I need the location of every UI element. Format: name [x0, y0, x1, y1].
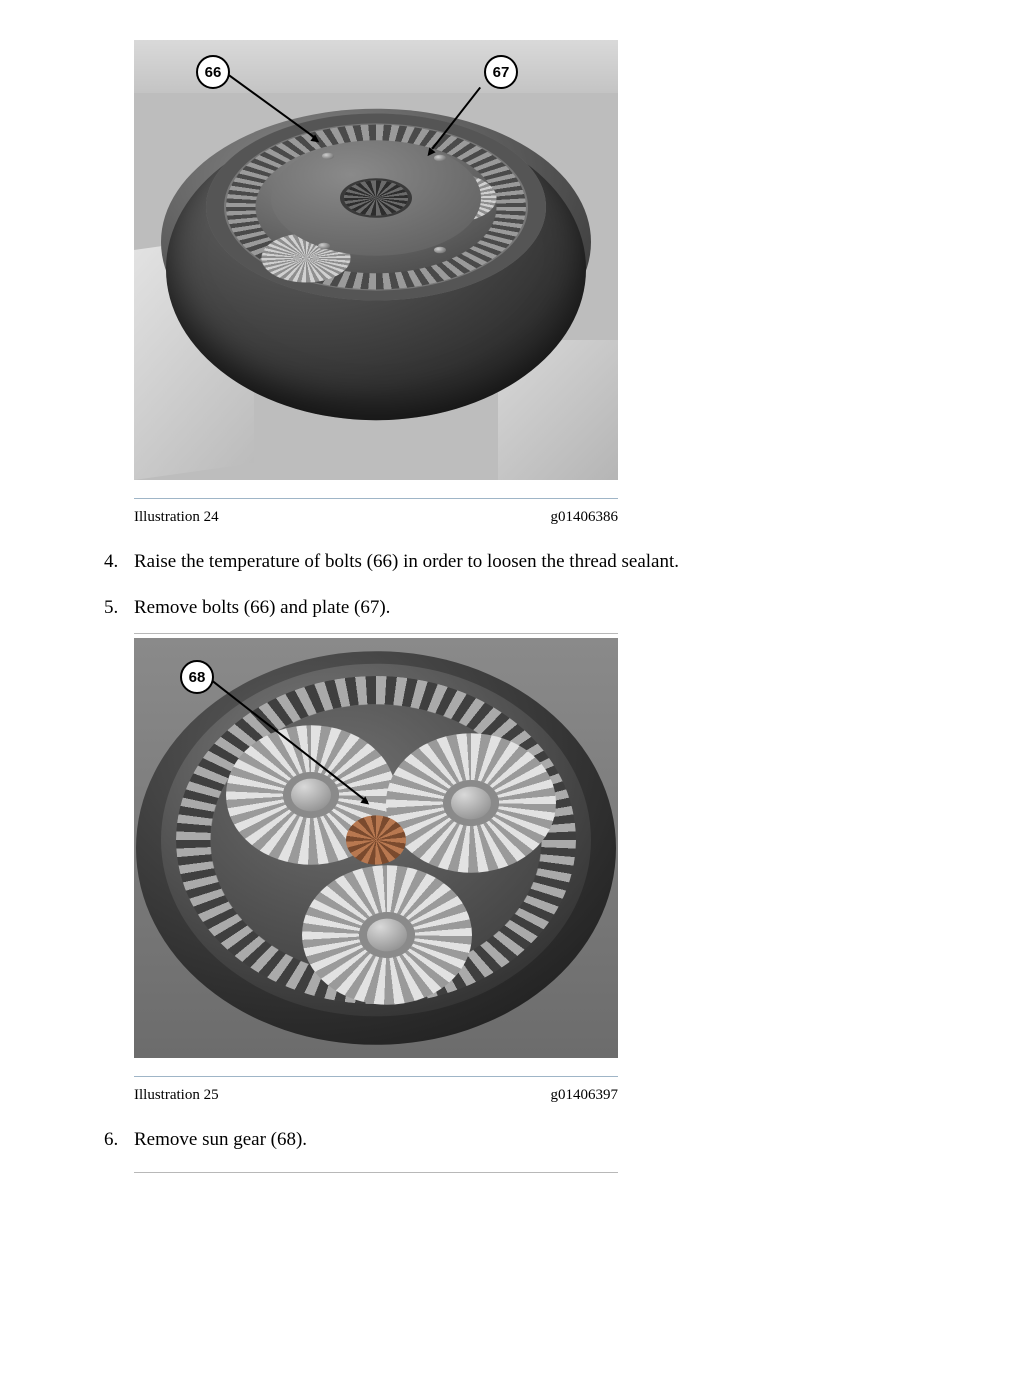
step-text: Remove bolts (66) and plate (67).	[134, 597, 390, 618]
callout-67: 67	[484, 55, 518, 89]
figure-25-block: 68 Illustration 25 g01406397	[134, 633, 934, 1104]
planet-gear	[386, 733, 556, 872]
caption-id: g01406397	[551, 1087, 619, 1104]
step-5: 5. Remove bolts (66) and plate (67).	[90, 594, 934, 622]
figure-rule-top	[134, 1172, 618, 1173]
step-number: 5.	[104, 594, 118, 622]
illustration-24-image: 66 67	[134, 40, 618, 480]
figure-24-caption: Illustration 24 g01406386	[134, 509, 618, 526]
planet-gear	[302, 865, 472, 1004]
document-page: 66 67 Illustration 24 g01406386 4. Raise…	[0, 0, 1024, 1243]
step-number: 4.	[104, 548, 118, 576]
figure-25-caption: Illustration 25 g01406397	[134, 1087, 618, 1104]
caption-label: Illustration 25	[134, 1087, 219, 1104]
figure-24-block: 66 67 Illustration 24 g01406386	[134, 40, 934, 526]
planet-pin	[380, 929, 394, 940]
step-number: 6.	[104, 1126, 118, 1154]
caption-label: Illustration 24	[134, 509, 219, 526]
sun-gear-68	[346, 815, 406, 864]
trailing-rule-block	[134, 1172, 934, 1173]
callout-68: 68	[180, 660, 214, 694]
figure-rule	[134, 1076, 618, 1077]
illustration-25-image: 68	[134, 638, 618, 1058]
bolt-66	[322, 153, 334, 160]
callout-66: 66	[196, 55, 230, 89]
figure-rule	[134, 498, 618, 499]
bolt-66	[318, 243, 330, 250]
step-text: Remove sun gear (68).	[134, 1129, 307, 1150]
bolt-66	[434, 155, 446, 162]
procedure-list: 6. Remove sun gear (68).	[90, 1126, 934, 1154]
step-text: Raise the temperature of bolts (66) in o…	[134, 551, 679, 572]
planet-pin	[464, 797, 478, 808]
step-4: 4. Raise the temperature of bolts (66) i…	[90, 548, 934, 576]
caption-id: g01406386	[551, 509, 619, 526]
planet-pin	[304, 789, 318, 800]
procedure-list: 4. Raise the temperature of bolts (66) i…	[90, 548, 934, 621]
figure-rule-top	[134, 633, 618, 634]
bolt-66	[434, 247, 446, 254]
step-6: 6. Remove sun gear (68).	[90, 1126, 934, 1154]
